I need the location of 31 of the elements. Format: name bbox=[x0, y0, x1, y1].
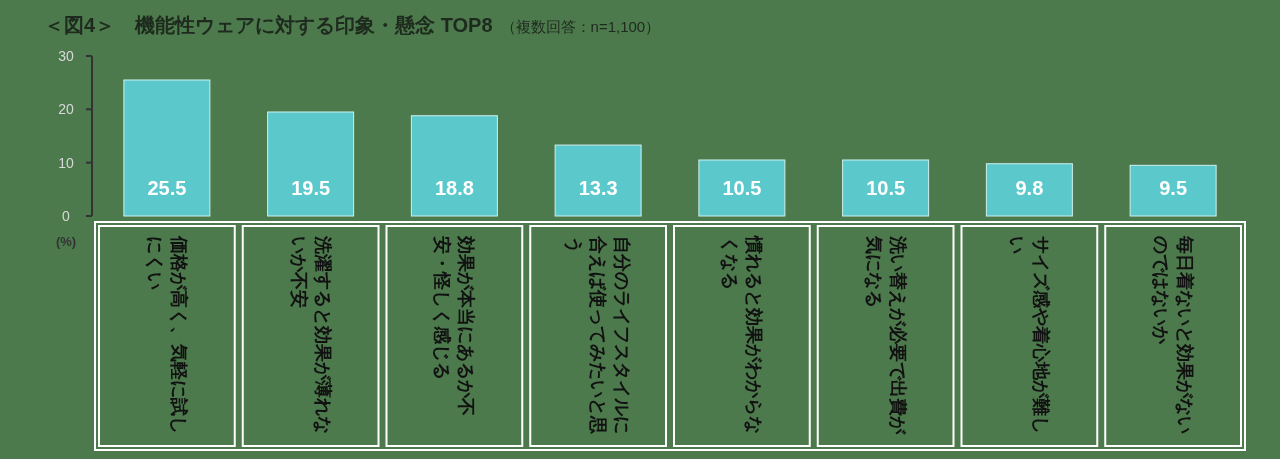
data-label: 19.5 bbox=[291, 177, 331, 199]
y-tick-label: 30 bbox=[58, 48, 74, 64]
x-tick-label: 慣れると効果がわからなくなる bbox=[718, 236, 765, 436]
data-label: 18.8 bbox=[434, 177, 474, 199]
x-tick-label: 自分のライフスタイルに合えば使ってみたいと思う bbox=[563, 236, 634, 436]
chart-subtitle: （複数回答：n=1,100） bbox=[500, 18, 661, 35]
y-tick-label: 10 bbox=[58, 154, 74, 171]
data-label: 10.5 bbox=[722, 177, 762, 199]
chart-title: ＜図4＞ 機能性ウェアに対する印象・懸念 TOP8 bbox=[44, 14, 493, 37]
x-tick-label: 価格が高く、気軽に試しにくい bbox=[143, 236, 190, 436]
data-label: 10.5 bbox=[866, 177, 906, 199]
bar bbox=[267, 111, 355, 217]
x-tick-label: 洗濯すると効果が薄れないか不安 bbox=[287, 236, 334, 436]
x-tick-label: サイズ感や着心地が難しい bbox=[1006, 236, 1053, 436]
data-label: 9.8 bbox=[1015, 177, 1044, 199]
y-tick-label: 20 bbox=[58, 101, 74, 118]
y-tick-label: 0 bbox=[62, 208, 71, 224]
bar bbox=[554, 144, 642, 217]
bar bbox=[842, 159, 930, 217]
data-label: 25.5 bbox=[147, 177, 187, 199]
bar bbox=[698, 159, 786, 217]
y-axis-title: (%) bbox=[55, 234, 77, 249]
data-label: 9.5 bbox=[1159, 177, 1188, 199]
bar bbox=[123, 79, 211, 217]
x-tick-label: 効果が本当にあるか不安・怪しく感じる bbox=[431, 236, 478, 418]
x-tick-label: 毎日着ないと効果がないのではないか bbox=[1150, 236, 1197, 436]
bar bbox=[410, 115, 498, 217]
bar bbox=[985, 163, 1073, 217]
data-label: 13.3 bbox=[578, 177, 618, 199]
x-tick-label: 洗い替えが必要で出費が気になる bbox=[862, 236, 909, 436]
bar bbox=[1129, 164, 1217, 217]
